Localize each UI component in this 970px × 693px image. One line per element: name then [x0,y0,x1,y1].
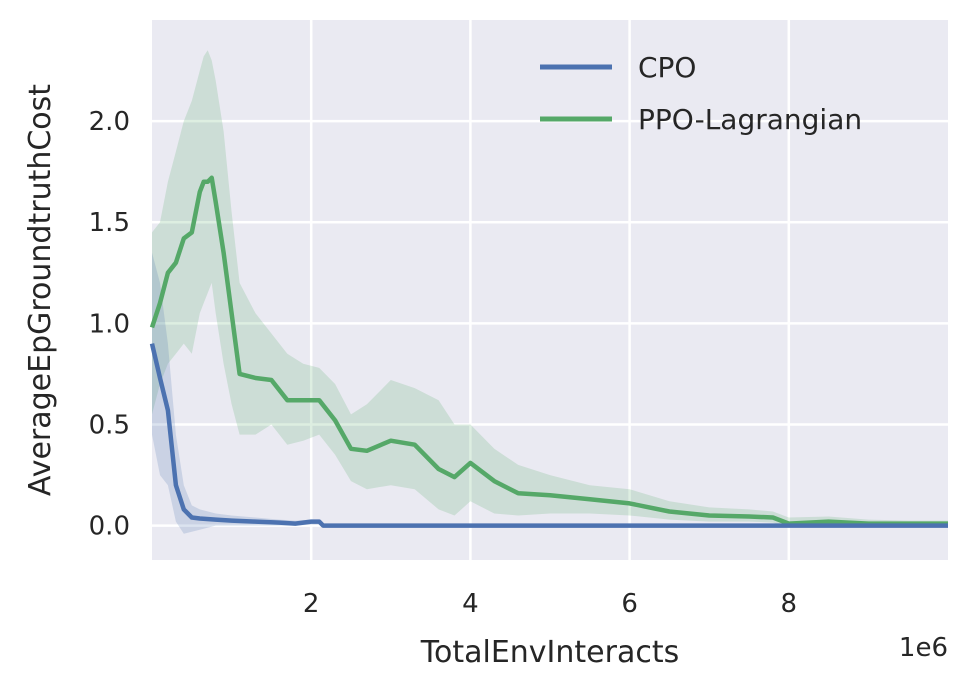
cpo-line [149,343,948,528]
legend-label-ppo-lagrangian: PPO-Lagrangian [638,103,862,136]
x-axis-label: TotalEnvInteracts [420,635,679,670]
x-tick-label: 2 [303,589,320,619]
y-tick-label: 1.0 [89,309,130,339]
y-axis-ticks: 0.0 0.5 1.0 1.5 2.0 [89,107,130,541]
legend-label-cpo: CPO [638,51,696,84]
y-axis-label: AverageEpGroundtruthCost [23,84,58,496]
y-tick-label: 0.5 [89,410,130,440]
y-tick-label: 0.0 [89,512,130,542]
x-axis-offset-label: 1e6 [899,633,948,663]
legend: CPO PPO-Lagrangian [540,51,862,136]
series-lines [149,175,948,528]
x-tick-label: 8 [781,589,798,619]
x-axis-ticks: 2 4 6 8 [303,589,797,619]
grid-lines [152,20,948,560]
x-tick-label: 4 [462,589,479,619]
plot-area [152,20,948,560]
ppo-lagrangian-line [149,175,948,526]
y-tick-label: 2.0 [89,107,130,137]
x-tick-label: 6 [621,589,638,619]
y-tick-label: 1.5 [89,208,130,238]
